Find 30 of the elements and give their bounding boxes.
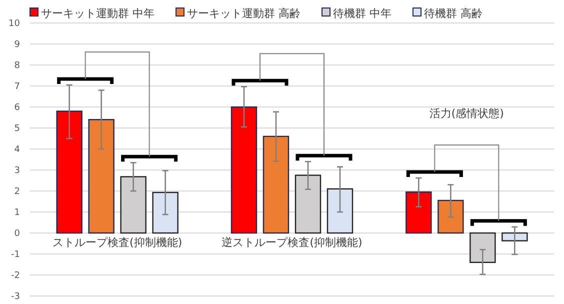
bar xyxy=(406,191,432,234)
bar xyxy=(152,192,178,234)
bar xyxy=(326,188,354,234)
legend-label: サーキット運動群 高齢 xyxy=(187,6,300,20)
y-tick-label: 9 xyxy=(14,40,20,50)
bar xyxy=(502,232,528,242)
legend-label: 待機群 高齢 xyxy=(424,6,482,20)
y-tick-label: -3 xyxy=(11,292,20,302)
y-tick-label: -1 xyxy=(11,250,20,260)
y-tick-label: 7 xyxy=(14,82,20,92)
x-tick-label: ストループ検査(抑制機能) xyxy=(52,236,182,249)
x-tick-label: 活力(感情状態) xyxy=(429,106,504,120)
y-tick-label: 0 xyxy=(14,229,20,240)
y-tick-label: 4 xyxy=(14,145,20,156)
y-tick-label: -2 xyxy=(11,271,20,282)
bar xyxy=(262,136,290,234)
y-tick-label: 5 xyxy=(14,124,20,134)
y-tick-label: 8 xyxy=(14,61,20,72)
legend-label: サーキット運動群 中年 xyxy=(41,6,154,20)
bar xyxy=(438,200,464,234)
bar xyxy=(88,119,114,234)
legend-label: 待機群 中年 xyxy=(333,6,392,20)
y-tick-label: 2 xyxy=(14,187,20,198)
y-tick-label: 1 xyxy=(14,208,20,218)
y-tick-label: 3 xyxy=(14,166,20,176)
y-tick-label: 6 xyxy=(14,103,20,114)
bar xyxy=(56,110,82,234)
bar xyxy=(230,106,258,234)
y-tick-label: 10 xyxy=(8,19,20,30)
x-tick-label: 逆ストループ検査(抑制機能) xyxy=(222,236,362,249)
